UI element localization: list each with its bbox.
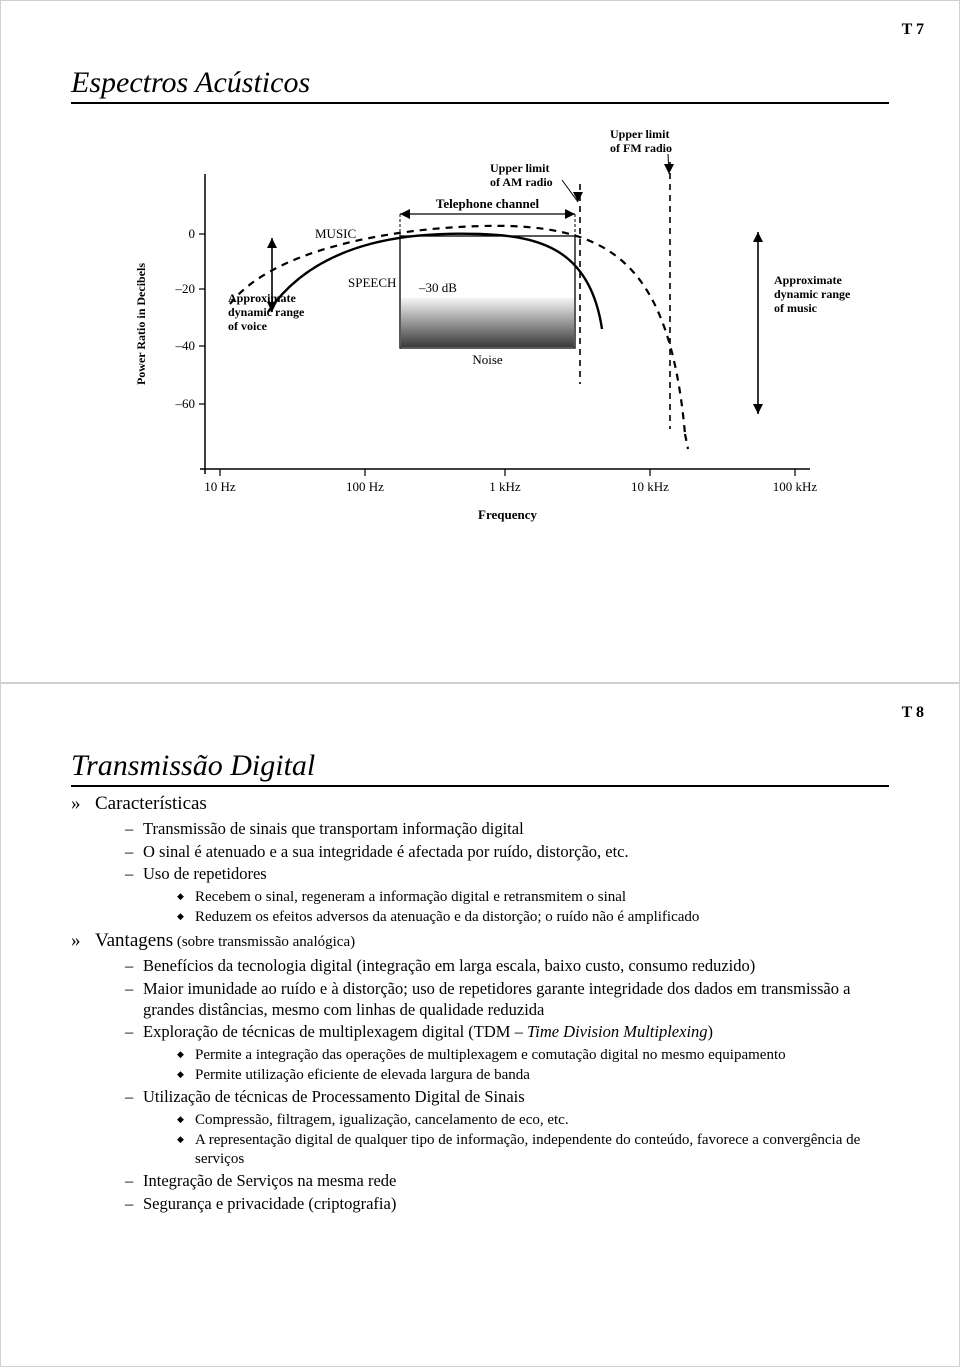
list-item: A representação digital de qualquer tipo… [177,1131,889,1169]
svg-text:of FM radio: of FM radio [610,141,672,155]
svg-text:SPEECH: SPEECH [348,275,396,290]
list-item: Compressão, filtragem, igualização, canc… [177,1111,889,1130]
list-item: Benefícios da tecnologia digital (integr… [125,956,889,977]
svg-text:dynamic range: dynamic range [228,305,305,319]
sub-sub-list: Permite a integração das operações de mu… [143,1046,889,1085]
svg-text:100 Hz: 100 Hz [346,479,384,494]
content-list: Características Transmissão de sinais que… [71,793,889,1215]
section-trail: (sobre transmissão analógica) [173,934,355,950]
sub-sub-list: Recebem o sinal, regeneram a informação … [143,888,889,927]
svg-text:100 kHz: 100 kHz [773,479,818,494]
svg-text:Upper limit: Upper limit [610,127,669,141]
svg-text:Upper limit: Upper limit [490,161,549,175]
list-item: Integração de Serviços na mesma rede [125,1171,889,1192]
page-number: T 8 [902,704,924,722]
list-item: O sinal é atenuado e a sua integridade é… [125,842,889,863]
svg-text:0: 0 [189,226,196,241]
svg-text:–40: –40 [175,338,196,353]
sub-sub-list: Compressão, filtragem, igualização, canc… [143,1111,889,1168]
svg-text:Frequency: Frequency [478,507,537,522]
svg-text:–60: –60 [175,396,196,411]
slide-8: T 8 Transmissão Digital Características T… [0,683,960,1367]
sub-list: Benefícios da tecnologia digital (integr… [95,956,889,1214]
slide-7: T 7 Espectros Acústicos 0 –20 –40 –60 10 Hz 1… [0,0,960,683]
svg-text:–20: –20 [175,281,196,296]
section-item: Características Transmissão de sinais que… [71,793,889,926]
sub-list: Transmissão de sinais que transportam in… [95,819,889,926]
svg-text:of music: of music [774,301,818,315]
section-item: Vantagens (sobre transmissão analógica) B… [71,930,889,1214]
list-item: Segurança e privacidade (criptografia) [125,1194,889,1215]
svg-text:dynamic range: dynamic range [774,287,850,301]
list-item: Reduzem os efeitos adversos da atenuação… [177,908,889,927]
slide-title: Transmissão Digital [71,749,889,787]
svg-text:Power Ratio in Decibels: Power Ratio in Decibels [134,263,148,385]
svg-text:Telephone channel: Telephone channel [436,196,540,211]
list-item: Uso de repetidoresRecebem o sinal, regen… [125,864,889,926]
list-item: Recebem o sinal, regeneram a informação … [177,888,889,907]
section-head: Vantagens [95,930,173,951]
svg-text:MUSIC: MUSIC [315,226,356,241]
list-item: Utilização de técnicas de Processamento … [125,1087,889,1168]
svg-text:of AM radio: of AM radio [490,175,553,189]
list-item: Maior imunidade ao ruído e à distorção; … [125,979,889,1020]
section-head: Características [95,793,207,814]
list-item: Transmissão de sinais que transportam in… [125,819,889,840]
slide-title: Espectros Acústicos [71,66,889,104]
acoustic-spectrum-chart: 0 –20 –40 –60 10 Hz 100 Hz 1 kHz 10 kHz 100 kHz F… [110,114,850,574]
page-number: T 7 [902,21,924,39]
svg-text:10 Hz: 10 Hz [204,479,236,494]
list-item: Exploração de técnicas de multiplexagem … [125,1022,889,1084]
svg-text:1 kHz: 1 kHz [489,479,521,494]
svg-text:Approximate: Approximate [228,291,296,305]
svg-text:10 kHz: 10 kHz [631,479,669,494]
list-item: Permite utilização eficiente de elevada … [177,1066,889,1085]
svg-text:Noise: Noise [472,352,503,367]
svg-text:–30 dB: –30 dB [418,280,457,295]
svg-text:of voice: of voice [228,319,268,333]
svg-text:Approximate: Approximate [774,273,842,287]
list-item: Permite a integração das operações de mu… [177,1046,889,1065]
